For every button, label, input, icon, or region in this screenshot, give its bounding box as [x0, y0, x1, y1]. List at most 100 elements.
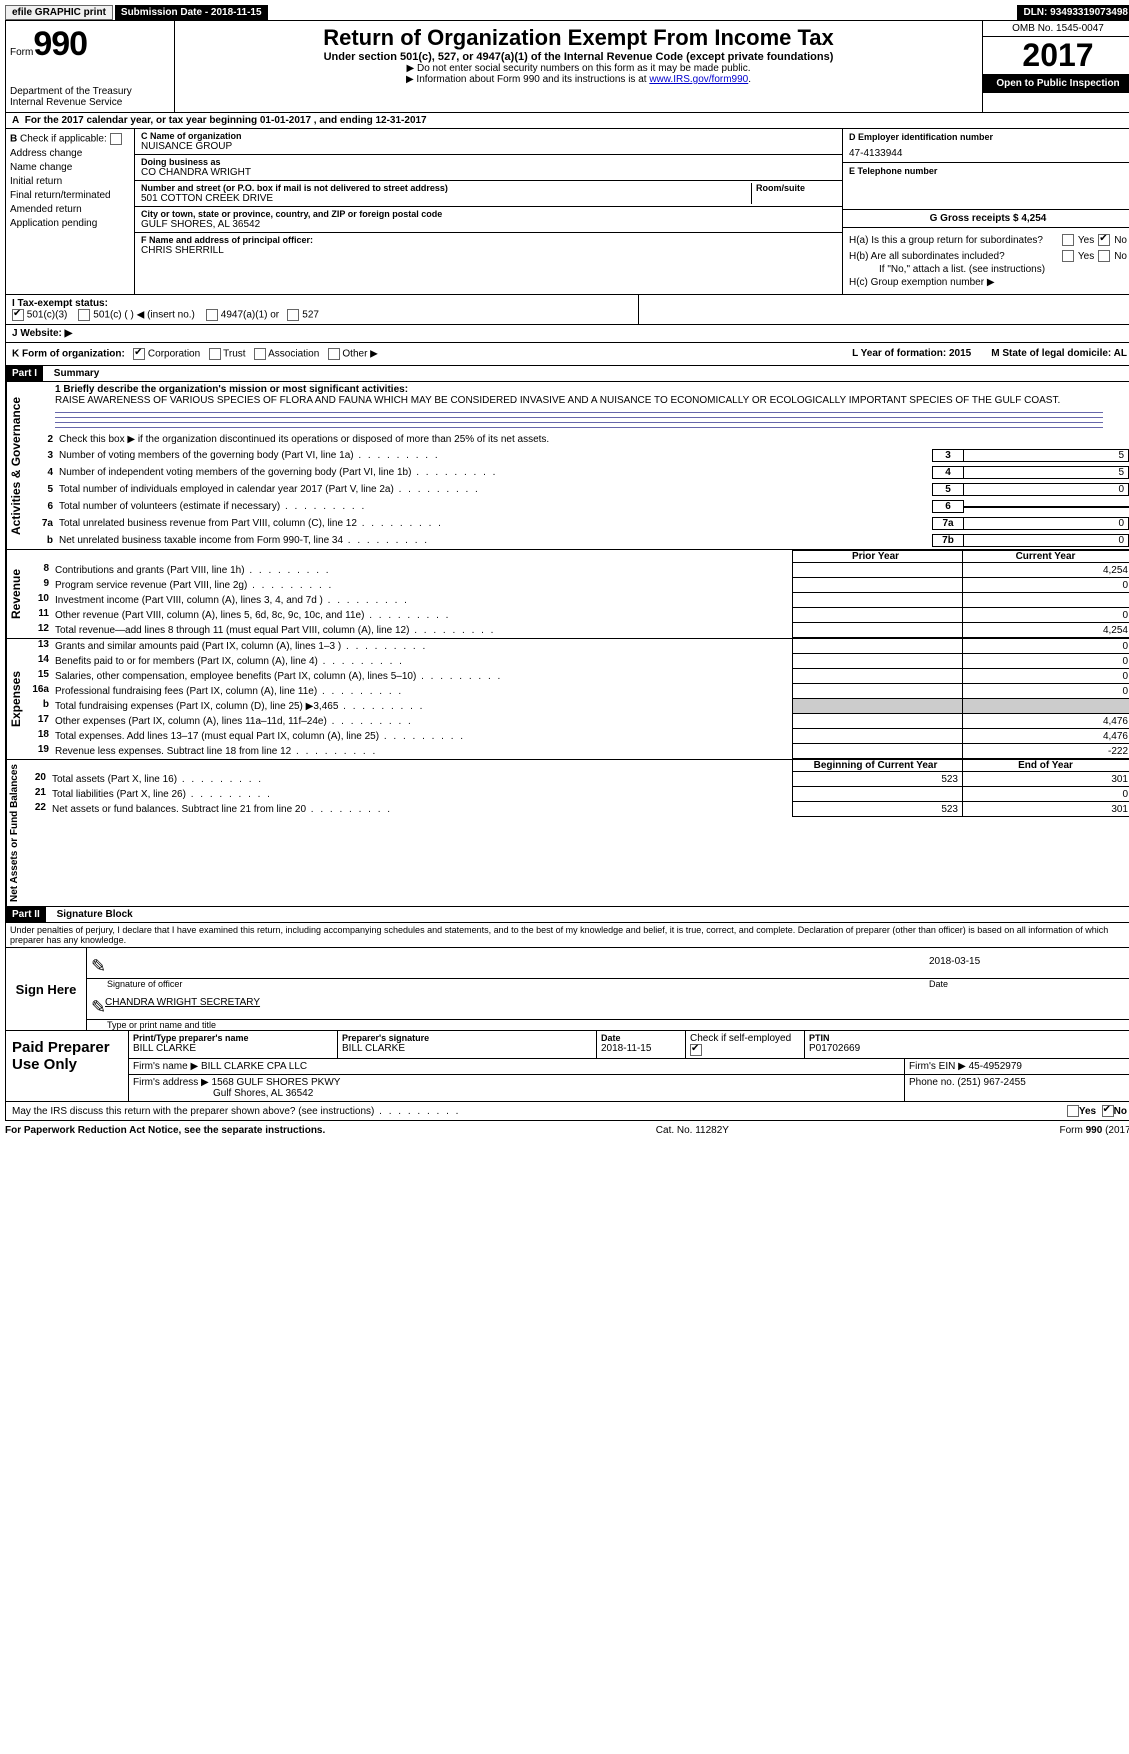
firm-name-label: Firm's name ▶	[133, 1061, 198, 1072]
dept-treasury: Department of the Treasury	[10, 86, 170, 97]
firm-addr1: 1568 GULF SHORES PKWY	[212, 1077, 341, 1088]
efile-print-button[interactable]: efile GRAPHIC print	[5, 5, 113, 20]
d-ein-label: D Employer identification number	[849, 132, 1127, 142]
self-employed: Check if self-employed	[690, 1033, 800, 1056]
firm-ein-label: Firm's EIN ▶	[909, 1061, 966, 1072]
dba-label: Doing business as	[141, 157, 836, 167]
open-public: Open to Public Inspection	[983, 74, 1129, 93]
opt-527: 527	[302, 310, 319, 321]
checkbox-icon[interactable]	[1102, 1105, 1114, 1117]
part-ii-title: Signature Block	[49, 909, 133, 920]
pra-notice: For Paperwork Reduction Act Notice, see …	[5, 1125, 325, 1136]
sign-here-label: Sign Here	[6, 948, 87, 1030]
city-value: GULF SHORES, AL 36542	[141, 219, 836, 230]
ptin-label: PTIN	[809, 1033, 1129, 1043]
line-8: 8 Contributions and grants (Part VIII, l…	[25, 563, 1129, 578]
h-b-note: If "No," attach a list. (see instruction…	[849, 264, 1127, 275]
checkbox-icon[interactable]	[1067, 1105, 1079, 1117]
prep-date: 2018-11-15	[601, 1043, 681, 1054]
checkbox-icon[interactable]	[254, 348, 266, 360]
line-17: 17 Other expenses (Part IX, column (A), …	[25, 714, 1129, 729]
beginning-year-header: Beginning of Current Year	[792, 760, 963, 772]
line-12: 12 Total revenue—add lines 8 through 11 …	[25, 623, 1129, 638]
section-a: A For the 2017 calendar year, or tax yea…	[5, 113, 1129, 129]
checkbox-icon[interactable]	[110, 133, 122, 145]
submission-date: Submission Date - 2018-11-15	[115, 5, 268, 20]
line-9: 9 Program service revenue (Part VIII, li…	[25, 578, 1129, 593]
k-label: K Form of organization:	[12, 349, 125, 360]
line-16a: 16a Professional fundraising fees (Part …	[25, 684, 1129, 699]
chk-address-change: Address change	[10, 148, 130, 159]
j-website: J Website: ▶	[12, 328, 72, 339]
phone-label: Phone no.	[909, 1077, 955, 1088]
line-22: 22 Net assets or fund balances. Subtract…	[22, 802, 1129, 817]
checkbox-icon[interactable]	[209, 348, 221, 360]
gross-receipts: G Gross receipts $ 4,254	[930, 213, 1047, 224]
line-5: 5 Total number of individuals employed i…	[25, 481, 1129, 498]
line-14: 14 Benefits paid to or for members (Part…	[25, 654, 1129, 669]
checkbox-icon[interactable]	[690, 1044, 702, 1056]
firm-name: BILL CLARKE CPA LLC	[201, 1061, 307, 1072]
chk-final-return: Final return/terminated	[10, 190, 130, 201]
penalties-statement: Under penalties of perjury, I declare th…	[5, 923, 1129, 948]
prior-year-header: Prior Year	[792, 550, 963, 563]
l-year-formation: L Year of formation: 2015	[852, 348, 971, 360]
section-b-to-g: B Check if applicable: Address change Na…	[5, 129, 1129, 295]
part-i-header: Part I	[6, 366, 43, 381]
current-year-header: Current Year	[963, 550, 1129, 563]
mission-label: 1 Briefly describe the organization's mi…	[55, 384, 1103, 395]
checkbox-icon[interactable]	[1098, 250, 1110, 262]
form-footer: Form 990 (2017)	[1060, 1125, 1129, 1136]
prep-date-label: Date	[601, 1033, 681, 1043]
opt-501c3: 501(c)(3)	[27, 310, 68, 321]
checkbox-icon[interactable]	[133, 348, 145, 360]
printed-label: Type or print name and title	[87, 1020, 1129, 1030]
e-phone-label: E Telephone number	[849, 166, 1127, 176]
discuss-question: May the IRS discuss this return with the…	[12, 1106, 460, 1117]
line-6: 6 Total number of volunteers (estimate i…	[25, 498, 1129, 515]
checkbox-icon[interactable]	[1098, 234, 1110, 246]
checkbox-icon[interactable]	[328, 348, 340, 360]
dba-value: CO CHANDRA WRIGHT	[141, 167, 836, 178]
street-label: Number and street (or P.O. box if mail i…	[141, 183, 751, 193]
form-label: Form	[10, 47, 33, 58]
k-assoc: Association	[268, 349, 319, 360]
prep-sig: BILL CLARKE	[342, 1043, 592, 1054]
m-state-domicile: M State of legal domicile: AL	[991, 348, 1127, 360]
top-bar: efile GRAPHIC print Submission Date - 20…	[5, 5, 1129, 20]
checkbox-icon[interactable]	[78, 309, 90, 321]
side-activities-governance: Activities & Governance	[6, 382, 25, 549]
checkbox-icon[interactable]	[1062, 250, 1074, 262]
k-other: Other ▶	[342, 349, 377, 360]
line-4: 4 Number of independent voting members o…	[25, 464, 1129, 481]
pen-icon: ✎	[91, 997, 105, 1018]
end-year-header: End of Year	[963, 760, 1129, 772]
chk-initial-return: Initial return	[10, 176, 130, 187]
form-title: Return of Organization Exempt From Incom…	[179, 25, 978, 51]
irs-link[interactable]: www.IRS.gov/form990	[649, 74, 748, 85]
line-18: 18 Total expenses. Add lines 13–17 (must…	[25, 729, 1129, 744]
checkbox-icon[interactable]	[206, 309, 218, 321]
h-b: H(b) Are all subordinates included?Yes N…	[849, 248, 1127, 264]
side-expenses: Expenses	[6, 639, 25, 759]
line-20: 20 Total assets (Part X, line 16) 523 30…	[22, 772, 1129, 787]
helper-1: ▶ Do not enter social security numbers o…	[179, 63, 978, 74]
room-label: Room/suite	[756, 183, 836, 193]
org-name: NUISANCE GROUP	[141, 141, 836, 152]
checkbox-icon[interactable]	[287, 309, 299, 321]
k-corp: Corporation	[148, 349, 200, 360]
checkbox-icon[interactable]	[12, 309, 24, 321]
dln: DLN: 93493319073498	[1017, 5, 1129, 20]
form-subtitle: Under section 501(c), 527, or 4947(a)(1)…	[179, 51, 978, 63]
side-net-assets: Net Assets or Fund Balances	[6, 760, 22, 906]
line-15: 15 Salaries, other compensation, employe…	[25, 669, 1129, 684]
line-b: b Total fundraising expenses (Part IX, c…	[25, 699, 1129, 714]
line-b: b Net unrelated business taxable income …	[25, 532, 1129, 549]
principal-officer: CHRIS SHERRILL	[141, 245, 836, 256]
city-label: City or town, state or province, country…	[141, 209, 836, 219]
line-7a: 7a Total unrelated business revenue from…	[25, 515, 1129, 532]
side-revenue: Revenue	[6, 550, 25, 638]
mission-text: RAISE AWARENESS OF VARIOUS SPECIES OF FL…	[55, 395, 1103, 406]
chk-name-change: Name change	[10, 162, 130, 173]
checkbox-icon[interactable]	[1062, 234, 1074, 246]
